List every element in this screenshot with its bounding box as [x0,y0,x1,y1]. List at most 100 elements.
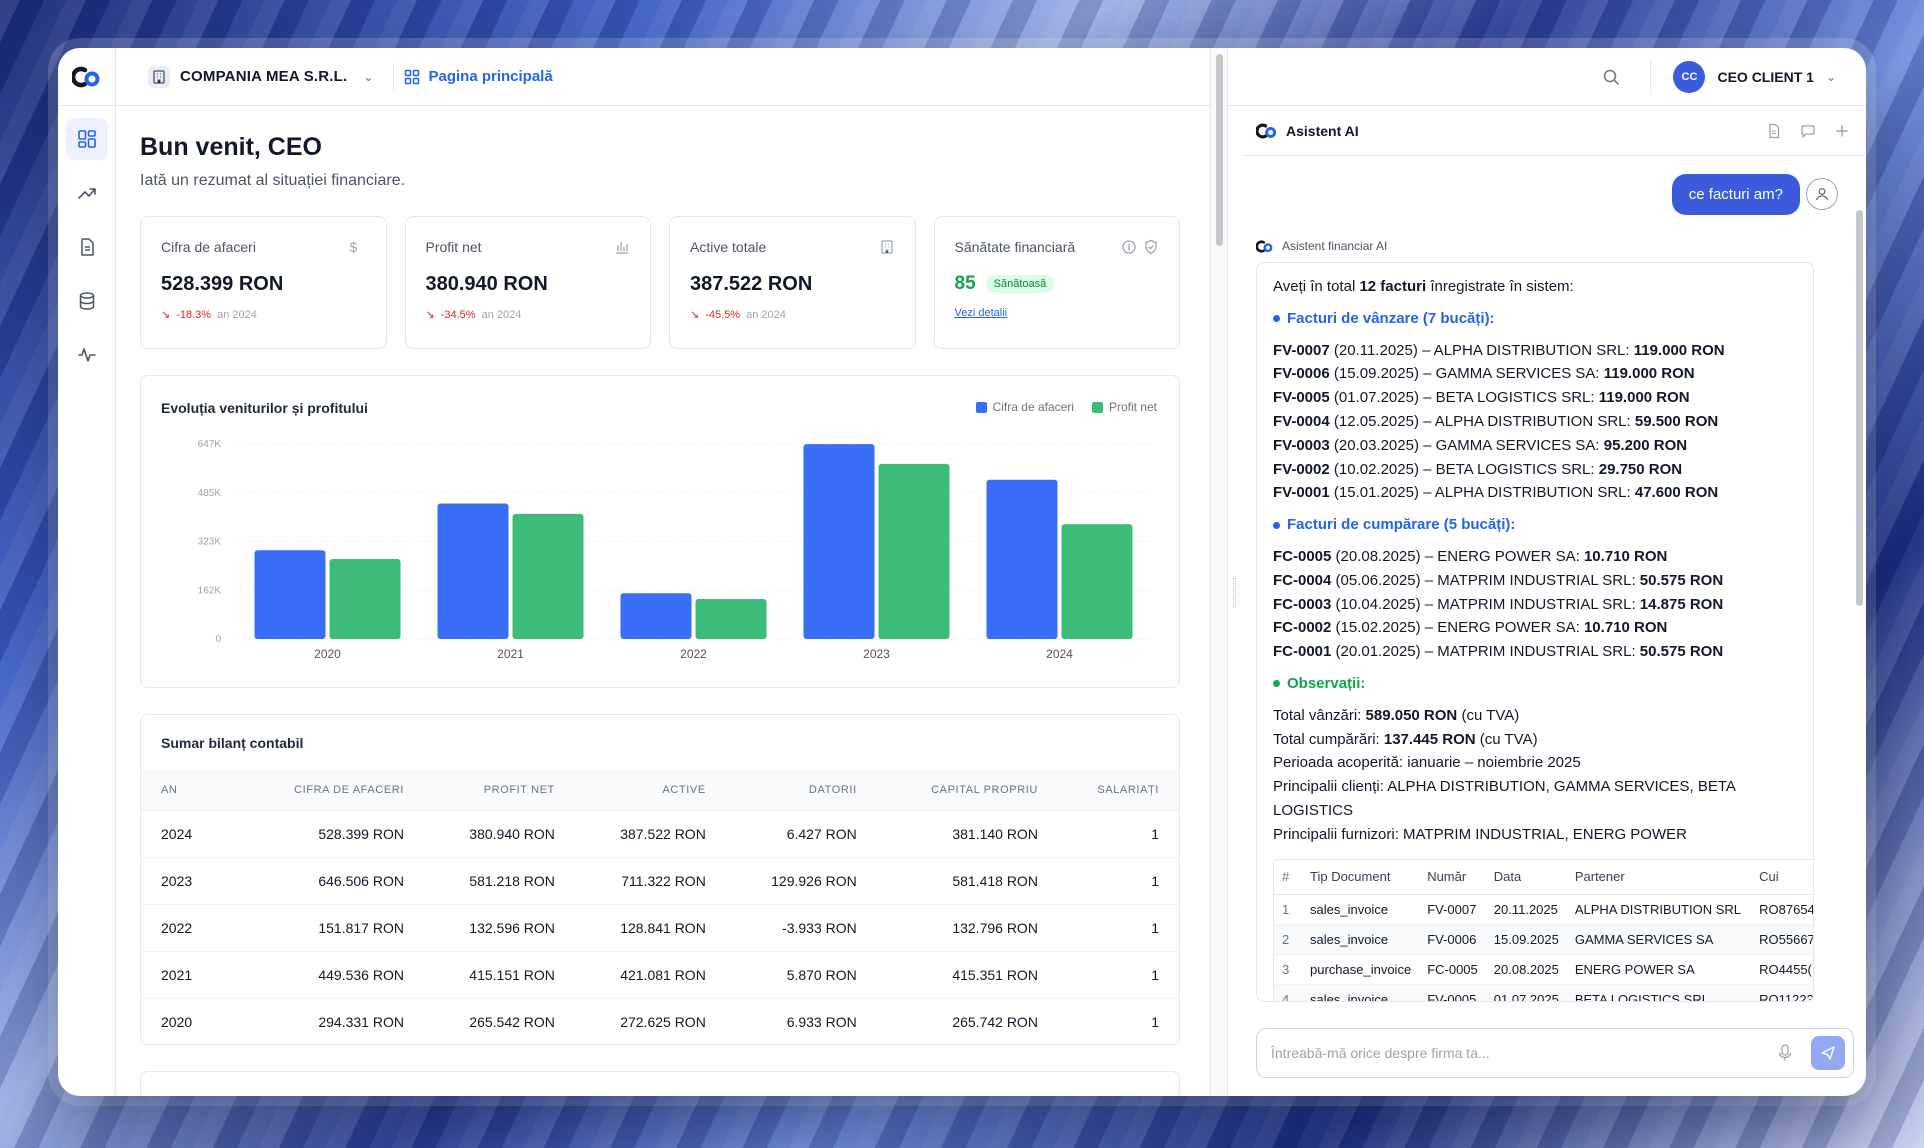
balance-summary-card: Sumar bilanț contabil AN CIFRA DE AFACERI… [140,714,1180,1045]
bar-net-profit-2021[interactable] [512,513,584,639]
invoice-details: (01.07.2025) – BETA LOGISTICS SRL: [1329,389,1599,407]
microphone-icon[interactable] [1777,1044,1793,1062]
stat-card-revenue[interactable]: Cifra de afaceri $ 528.399 RON ↘ -18.3% an… [140,216,387,349]
chat-input[interactable] [1271,1045,1777,1061]
obs-text: (cu TVA) [1457,706,1520,724]
legend-item[interactable]: Profit net [1091,400,1157,414]
trend-down-icon: ↘ [161,309,171,321]
table-cell: BETA LOGISTICS SRL [1566,984,1752,1001]
panel-resize-handle[interactable] [1228,48,1242,1096]
view-details-link[interactable]: Vezi detalii [954,307,1008,319]
assistant-scrollbar[interactable] [1856,210,1864,610]
bar-net-profit-2024[interactable] [1061,524,1133,639]
company-name: COMPANIA MEA S.R.L. [180,68,348,85]
table-row[interactable]: 2022 151.817 RON 132.596 RON 128.841 RON -3.… [141,903,1179,951]
invoice-code: FV-0005 [1273,389,1330,407]
sidebar-item-dashboard[interactable] [65,118,108,160]
scrollbar-thumb[interactable] [1216,54,1223,246]
invoice-table: # Tip Document Număr Data Partener Cui 1 sales… [1274,859,1813,1001]
bar-net-profit-2020[interactable] [329,558,401,639]
bar-revenue-2022[interactable] [620,593,692,639]
invoice-line: FC-0003 (10.04.2025) – MATPRIM INDUSTRIA… [1273,593,1797,617]
send-button[interactable] [1811,1036,1845,1070]
table-row[interactable]: 2023 646.506 RON 581.218 RON 711.322 RON 129… [141,856,1179,904]
table-row[interactable]: 1 sales_invoice FV-0007 20.11.2025 ALPHA DIS… [1274,894,1813,926]
bar-net-profit-2022[interactable] [695,599,767,639]
table-cell: sales_invoice [1302,894,1420,926]
bar-net-profit-2023[interactable] [878,463,950,639]
table-row[interactable]: 2 sales_invoice FV-0006 15.09.2025 GAMMA SER… [1274,924,1813,956]
bar-revenue-2024[interactable] [986,479,1058,639]
invoice-amount: 10.710 RON [1583,547,1668,565]
stat-card-net-profit[interactable]: Profit net 380.940 RON ↘ -34.5% an 2024 [404,216,651,349]
table-cell: ALPHA DISTRIBUTION SRL [1566,894,1752,926]
table-cell: 129.926 RON [715,856,867,904]
avatar: CC [1673,60,1706,93]
stat-card-total-assets[interactable]: Active totale 387.522 RON ↘ -45.5% an 2024 [669,216,916,349]
invoice-code: FC-0002 [1273,619,1332,637]
app-window: COMPANIA MEA S.R.L. ⌄ Pagina principală … [58,48,1866,1096]
logo[interactable] [58,48,116,106]
invoice-amount: 10.710 RON [1583,619,1668,637]
invoice-details: (10.02.2025) – BETA LOGISTICS SRL: [1329,460,1599,478]
invoice-details: (20.11.2025) – ALPHA DISTRIBUTION SRL: [1329,341,1634,359]
table-cell: 132.796 RON [866,903,1048,951]
trend-down-icon: ↘ [690,309,700,321]
health-score: 85 [954,273,976,294]
sidebar-item-trends[interactable] [66,172,108,214]
chat-composer [1256,1028,1854,1078]
table-cell: 294.331 RON [228,997,414,1044]
invoice-amount: 119.000 RON [1598,389,1690,407]
table-row[interactable]: 2020 294.331 RON 265.542 RON 272.625 RON 6.9… [141,997,1179,1044]
stat-value: 380.940 RON [425,273,548,295]
invoice-table-container[interactable]: # Tip Document Număr Data Partener Cui 1 sales… [1273,858,1813,1001]
bar-revenue-2021[interactable] [437,503,509,639]
stat-card-financial-health[interactable]: Sănătate financiară 85 Sănătoasă Vezi de… [933,216,1180,349]
company-selector[interactable]: COMPANIA MEA S.R.L. ⌄ [148,65,373,88]
bar-revenue-2023[interactable] [803,444,875,639]
sidebar-item-database[interactable] [66,280,108,322]
invoice-amount: 59.500 RON [1634,412,1719,430]
column-header: CAPITAL PROPRIU [931,783,1038,796]
home-link[interactable]: Pagina principală [404,68,553,85]
assistant-title: Asistent AI [1286,122,1359,139]
bullet-dot [1273,680,1280,688]
table-cell: 265.542 RON [413,997,565,1044]
invoice-amount: 14.875 RON [1639,595,1724,613]
stats-row: Cifra de afaceri $ 528.399 RON ↘ -18.3% an… [140,216,1180,349]
table-row[interactable]: 2024 528.399 RON 380.940 RON 387.522 RON 6.4… [141,809,1179,857]
purchases-heading: Facturi de cumpărare (5 bucăți): [1273,513,1797,537]
main-scrollbar[interactable] [1210,48,1228,1096]
legend-item[interactable]: Cifra de afaceri [975,400,1074,414]
chart-legend: Cifra de afaceri Profit net [975,400,1157,414]
invoice-code: FC-0005 [1273,547,1332,565]
invoice-code: FV-0002 [1273,460,1330,478]
table-cell: 1 [1274,894,1302,926]
invoice-line: FV-0001 (15.01.2025) – ALPHA DISTRIBUTIO… [1273,481,1797,505]
ai-assistant-panel: Asistent AI ce facturi am? Asistent fina… [1242,106,1866,1096]
invoice-line: FV-0004 (12.05.2025) – ALPHA DISTRIBUTIO… [1273,410,1797,434]
user-menu[interactable]: CC CEO CLIENT 1 ⌄ [1673,60,1836,93]
column-header: ACTIVE [662,783,706,796]
table-cell: 1 [1047,856,1179,904]
table-cell: purchase_invoice [1302,954,1420,986]
sidebar-item-documents[interactable] [66,226,108,268]
chat-icon[interactable] [1800,123,1816,139]
search-icon[interactable] [1602,68,1620,86]
table-cell: -3.933 RON [715,903,867,951]
obs-text: Total cumpărări: [1273,730,1384,748]
scrollbar-thumb[interactable] [1856,210,1863,606]
logo-icon [71,66,99,87]
bar-revenue-2020[interactable] [254,550,326,639]
column-header: Partener [1566,859,1752,896]
table-cell: sales_invoice [1302,984,1420,1001]
table-row[interactable]: 3 purchase_invoice FC-0005 20.08.2025 ENERG … [1274,954,1813,986]
info-icon[interactable] [1121,239,1137,255]
invoice-amount: 50.575 RON [1639,643,1724,661]
sidebar-item-activity[interactable] [66,334,108,376]
plus-icon[interactable] [1834,123,1850,139]
table-row[interactable]: 2021 449.536 RON 415.151 RON 421.081 RON 5.8… [141,950,1179,998]
document-icon[interactable] [1766,123,1782,139]
obs-value: 589.050 RON [1365,706,1458,724]
table-row[interactable]: 4 sales_invoice FV-0005 01.07.2025 BETA LOGI… [1274,984,1813,1001]
